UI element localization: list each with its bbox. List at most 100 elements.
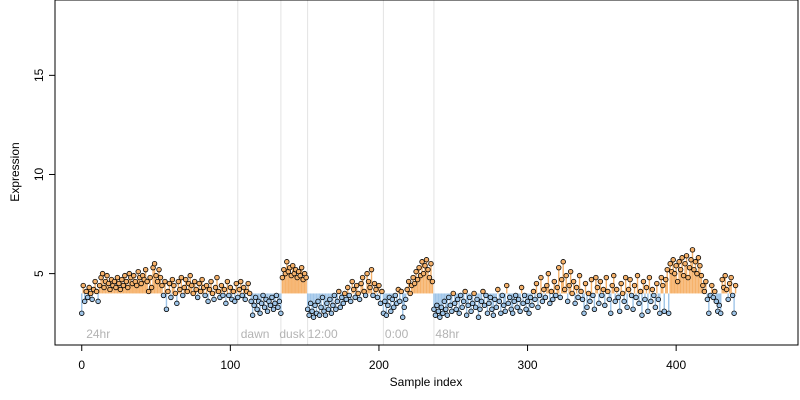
data-point: [83, 288, 89, 295]
data-point: [407, 290, 413, 297]
data-point: [688, 257, 694, 263]
data-point: [505, 300, 511, 307]
data-point: [682, 261, 688, 267]
data-point: [569, 290, 575, 297]
data-point: [184, 288, 190, 295]
data-point: [428, 261, 434, 267]
data-point: [514, 304, 520, 311]
data-point: [664, 266, 670, 273]
data-point: [606, 296, 612, 303]
data-point: [533, 280, 540, 287]
data-point: [122, 272, 128, 279]
data-point: [107, 286, 113, 293]
data-point: [466, 294, 473, 301]
data-point: [82, 298, 88, 305]
data-point: [618, 280, 624, 287]
data-point: [211, 296, 217, 303]
data-point: [515, 296, 522, 303]
data-point: [615, 294, 621, 301]
data-point: [312, 302, 318, 309]
data-point: [578, 288, 584, 295]
data-point: [345, 284, 351, 291]
data-point: [496, 298, 503, 305]
data-point: [729, 292, 736, 299]
data-point: [465, 302, 471, 309]
data-point: [337, 304, 344, 311]
data-point: [637, 288, 644, 295]
data-point: [249, 312, 256, 318]
data-point: [400, 314, 406, 320]
data-point: [697, 262, 703, 269]
data-point: [570, 278, 577, 285]
data-point: [712, 288, 718, 295]
data-point: [209, 290, 216, 297]
data-point: [486, 300, 492, 307]
data-point: [145, 288, 152, 295]
data-point: [359, 274, 366, 281]
data-point: [666, 310, 672, 316]
data-point: [367, 284, 373, 291]
data-point: [512, 292, 519, 299]
data-point: [716, 302, 722, 309]
data-point: [264, 308, 271, 314]
data-point: [444, 312, 451, 318]
data-point: [163, 306, 170, 313]
data-point: [348, 298, 354, 305]
data-point: [397, 298, 403, 305]
data-point: [495, 286, 501, 293]
data-point: [694, 270, 700, 277]
data-point: [224, 278, 231, 285]
data-point: [474, 296, 480, 303]
data-point: [538, 274, 544, 281]
data-point: [453, 306, 459, 313]
data-point: [340, 300, 346, 307]
data-point: [95, 298, 101, 305]
data-point: [151, 261, 158, 267]
data-point: [174, 300, 180, 307]
data-point: [324, 300, 330, 307]
data-point: [206, 286, 213, 293]
data-point: [269, 294, 275, 301]
data-point: [80, 282, 86, 289]
data-point: [365, 278, 372, 285]
data-point: [364, 270, 370, 277]
data-point: [252, 294, 259, 301]
y-tick-label: 10: [32, 167, 46, 181]
data-point: [691, 266, 697, 273]
data-point: [490, 312, 497, 318]
data-point: [435, 308, 442, 314]
data-point: [493, 304, 500, 311]
data-point: [290, 262, 296, 269]
data-point: [138, 280, 144, 287]
data-point: [471, 290, 477, 297]
data-point: [602, 302, 608, 309]
data-point: [232, 298, 238, 305]
data-point: [456, 310, 462, 316]
data-point: [501, 302, 507, 309]
data-point: [450, 290, 456, 297]
data-point: [524, 298, 531, 305]
data-point: [226, 292, 232, 299]
data-point: [405, 278, 412, 285]
data-point: [590, 292, 596, 299]
data-point: [559, 276, 565, 283]
data-point: [306, 312, 312, 318]
data-point: [181, 284, 187, 291]
data-point: [113, 284, 119, 291]
data-point: [671, 270, 678, 277]
data-point: [588, 276, 595, 283]
data-point: [353, 282, 360, 289]
data-point: [575, 294, 581, 301]
data-point: [248, 298, 254, 305]
data-point: [446, 294, 452, 301]
data-point: [732, 282, 739, 289]
data-point: [619, 290, 626, 297]
data-point: [383, 312, 390, 318]
data-point: [434, 302, 440, 309]
data-point: [576, 272, 583, 279]
data-point: [706, 310, 712, 316]
data-point: [452, 300, 458, 307]
data-point: [153, 272, 159, 279]
data-point: [425, 266, 431, 273]
data-point: [370, 292, 376, 299]
